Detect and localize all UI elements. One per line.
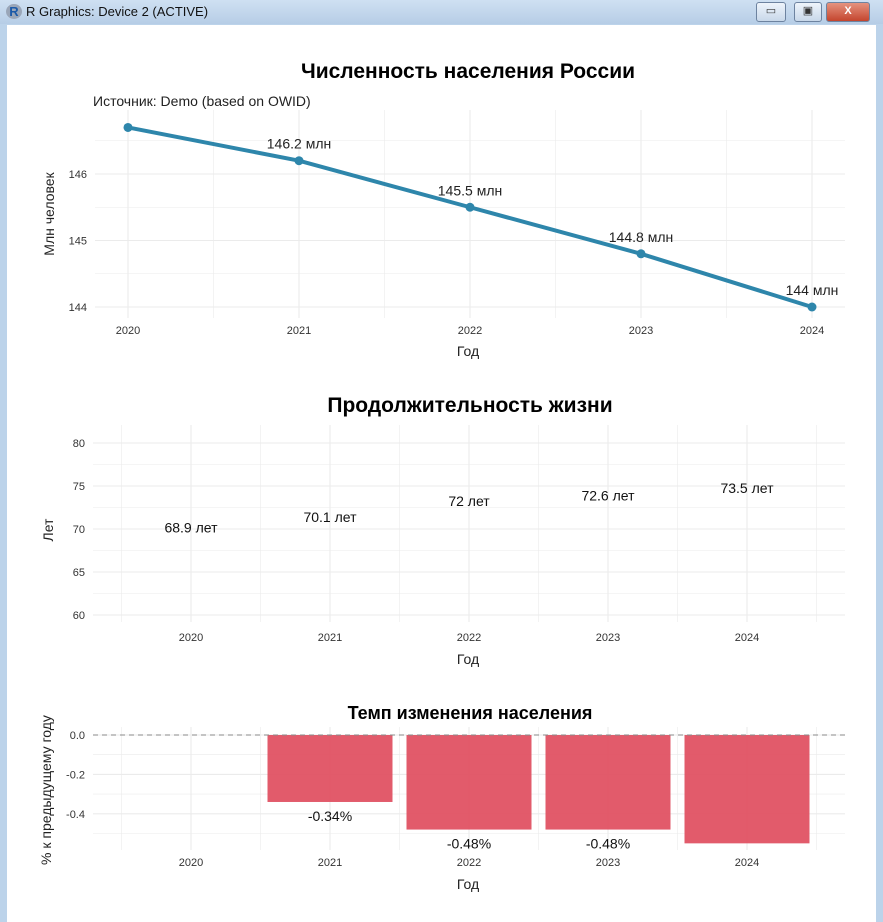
data-label: 72 лет — [448, 493, 490, 509]
x-tick-label: 2024 — [735, 857, 759, 869]
x-tick-label: 2023 — [596, 632, 620, 644]
y-tick-label: 75 — [73, 481, 85, 493]
minimize-button[interactable]: ▭ — [756, 2, 786, 22]
x-tick-label: 2020 — [179, 857, 203, 869]
y-axis-label: % к предыдущему году — [38, 715, 54, 865]
y-tick-label: 65 — [73, 567, 85, 579]
data-bar — [684, 735, 810, 844]
data-label: 72.6 лет — [581, 488, 635, 504]
data-point — [636, 249, 646, 259]
y-tick-label: -0.2 — [66, 769, 85, 781]
y-tick-label: 146 — [69, 169, 87, 181]
x-tick-label: 2022 — [457, 857, 481, 869]
x-axis-label: Год — [457, 876, 479, 892]
data-label: 70.1 лет — [303, 509, 357, 525]
x-tick-label: 2020 — [179, 632, 203, 644]
data-label: 68.9 лет — [164, 519, 218, 535]
data-point — [294, 156, 304, 166]
chart-title: Темп изменения населения — [348, 703, 593, 723]
data-point — [807, 302, 817, 312]
window-titlebar: R R Graphics: Device 2 (ACTIVE) ▭ ▣ X — [0, 0, 883, 24]
y-tick-label: 60 — [73, 610, 85, 622]
data-point — [123, 122, 133, 132]
data-label: -0.48% — [586, 836, 630, 852]
x-tick-label: 2020 — [116, 325, 140, 337]
x-tick-label: 2022 — [458, 325, 482, 337]
x-tick-label: 2022 — [457, 632, 481, 644]
data-label: -0.34% — [308, 808, 352, 824]
x-tick-label: 2023 — [629, 325, 653, 337]
x-axis-label: Год — [457, 651, 479, 667]
x-tick-label: 2021 — [287, 325, 311, 337]
chart-subtitle: Источник: Demo (based on OWID) — [93, 93, 311, 109]
data-point — [465, 202, 475, 212]
x-tick-label: 2023 — [596, 857, 620, 869]
y-tick-label: 144 — [69, 302, 87, 314]
y-tick-label: 70 — [73, 524, 85, 536]
plot-canvas: Численность населения России Источник: De… — [7, 25, 876, 922]
y-tick-label: 80 — [73, 438, 85, 450]
chart-title: Продолжительность жизни — [327, 394, 612, 417]
data-label: -0.48% — [447, 836, 491, 852]
data-label: 73.5 лет — [720, 480, 774, 496]
data-label: 144 млн — [786, 282, 839, 298]
x-tick-label: 2021 — [318, 857, 342, 869]
y-tick-label: 0.0 — [70, 730, 85, 742]
close-button[interactable]: X — [826, 2, 870, 22]
window-title: R Graphics: Device 2 (ACTIVE) — [26, 4, 209, 19]
y-axis-label: Лет — [40, 518, 56, 542]
maximize-button[interactable]: ▣ — [794, 2, 822, 22]
data-bar — [406, 735, 532, 830]
y-axis-label: Млн человек — [41, 171, 57, 255]
data-label: 144.8 млн — [609, 229, 673, 245]
y-tick-label: -0.4 — [66, 809, 85, 821]
y-tick-label: 145 — [69, 236, 87, 248]
chart-title: Численность населения России — [301, 60, 635, 83]
x-axis-label: Год — [457, 343, 479, 359]
x-tick-label: 2024 — [735, 632, 759, 644]
data-bar — [267, 735, 393, 802]
data-bar — [545, 735, 671, 830]
x-tick-label: 2024 — [800, 325, 824, 337]
x-tick-label: 2021 — [318, 632, 342, 644]
data-label: 145.5 млн — [438, 182, 502, 198]
r-logo-icon: R — [6, 4, 22, 19]
data-label: 146.2 млн — [267, 136, 331, 152]
